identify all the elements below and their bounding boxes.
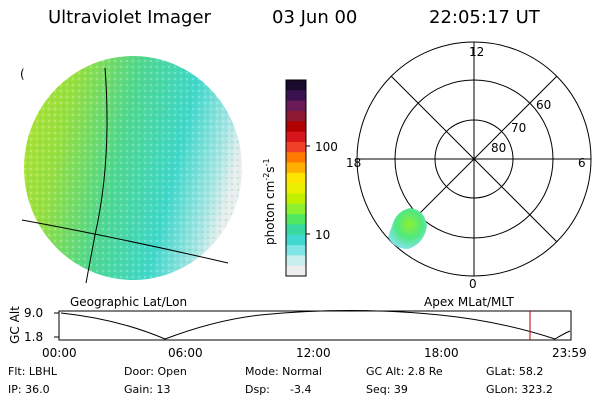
mlt-label-0: 0 [469,277,477,291]
info-seq: Seq: 39 [366,383,408,396]
info-door: Door: Open [124,365,187,378]
instrument-title: Ultraviolet Imager [48,7,211,28]
colorbar-segment [286,162,306,174]
altitude-curve [60,310,571,340]
colorbar-border [285,79,307,277]
colorbar-tick-10: 10 [315,228,331,242]
mlt-label-18: 18 [346,156,362,170]
date-label: 03 Jun 00 [272,7,358,28]
time-label: 22:05:17 UT [429,7,540,28]
colorbar-segment [286,183,306,195]
colorbar-segment [286,172,306,184]
colorbar-tick-100: 100 [315,140,338,154]
info-gcalt: GC Alt: 2.8 Re [366,365,443,378]
info-mode: Mode: Normal [245,365,322,378]
info-glon: GLon: 323.2 [486,383,553,396]
gc-alt-tick-bottom: 1.8 [24,330,44,344]
colorbar-segment [286,193,306,205]
gc-alt-axis-label: GC Alt [7,306,22,344]
gc-alt-tick-top: 9.0 [24,306,44,320]
colorbar-segment [286,234,306,246]
colorbar-segment [286,80,306,91]
colorbar-segment [286,224,306,236]
colorbar-segment [286,121,306,133]
colorbar-segment [286,141,306,153]
time-tick-2359: 23:59 [552,346,587,360]
uv-image-disc: ( [20,56,242,284]
polar-dial [356,41,592,277]
colorbar-segment [286,255,306,267]
colorbar [285,79,310,277]
disc-marker: ( [20,67,25,81]
colorbar-segment [286,100,306,112]
colorbar-segment [286,265,306,277]
lat-label-70: 70 [511,121,527,135]
apex-label: Apex MLat/MLT [424,295,514,309]
colorbar-segment [286,110,306,122]
colorbar-segment [286,203,306,215]
latitude-line [21,219,229,264]
info-ip: IP: 36.0 [8,383,50,396]
info-gain: Gain: 13 [124,383,171,396]
time-tick-0000: 00:00 [42,346,77,360]
colorbar-segment [286,152,306,164]
info-dsp-value: -3.4 [290,383,312,396]
mlt-label-12: 12 [469,45,485,59]
colorbar-segment [286,214,306,226]
geographic-label: Geographic Lat/Lon [70,295,188,309]
time-tick-0600: 06:00 [168,346,203,360]
lat-label-80: 80 [491,141,507,155]
mlt-label-6: 6 [578,156,586,170]
info-dsp: Dsp: [245,383,270,396]
colorbar-unit-label: photon cm-2s-1 [262,158,277,245]
colorbar-segment [286,245,306,256]
aurora-blob [388,208,427,249]
time-tick-1200: 12:00 [296,346,331,360]
lat-label-60: 60 [536,98,552,112]
colorbar-segment [286,90,306,102]
info-glat: GLat: 58.2 [486,365,544,378]
altitude-timeline [54,310,572,341]
longitude-line [85,67,108,284]
colorbar-segment [286,131,306,143]
info-flt: Flt: LBHL [8,365,57,378]
time-tick-1800: 18:00 [424,346,459,360]
